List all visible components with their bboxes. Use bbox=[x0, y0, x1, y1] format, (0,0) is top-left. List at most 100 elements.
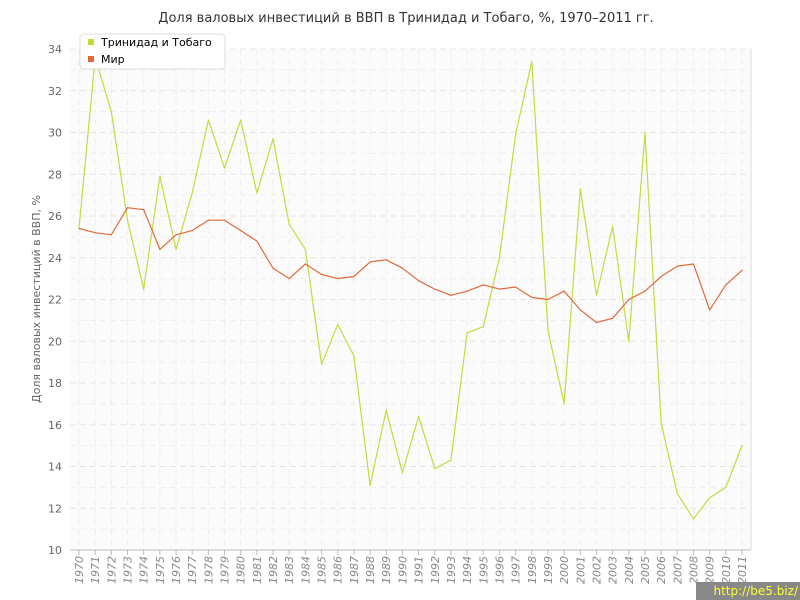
x-tick-label: 1984 bbox=[299, 556, 312, 584]
data-point bbox=[466, 332, 468, 334]
legend: Тринидад и Тобаго Мир bbox=[79, 33, 226, 70]
x-tick-label: 1977 bbox=[186, 556, 199, 584]
data-point bbox=[660, 422, 662, 424]
y-tick-label: 26 bbox=[48, 210, 62, 223]
data-point bbox=[304, 263, 306, 265]
x-tick-label: 2007 bbox=[671, 556, 684, 584]
data-point bbox=[741, 269, 743, 271]
data-point bbox=[515, 133, 517, 136]
data-point bbox=[482, 284, 484, 286]
data-point bbox=[628, 298, 630, 301]
x-tick-label: 1982 bbox=[267, 556, 280, 584]
data-point bbox=[191, 192, 193, 194]
data-point bbox=[385, 409, 387, 411]
x-tick-label: 2002 bbox=[590, 556, 603, 584]
data-point bbox=[126, 219, 129, 221]
data-point bbox=[676, 265, 678, 267]
data-point bbox=[547, 298, 549, 301]
data-point bbox=[353, 355, 355, 357]
data-point bbox=[320, 273, 323, 276]
chart-title: Доля валовых инвестиций в ВВП в Тринидад… bbox=[158, 11, 653, 26]
x-tick-label: 1975 bbox=[154, 556, 167, 584]
x-tick-label: 1976 bbox=[170, 556, 183, 584]
data-point bbox=[272, 267, 274, 269]
data-point bbox=[240, 230, 242, 232]
y-tick-label: 20 bbox=[48, 335, 62, 348]
x-tick-label: 2010 bbox=[720, 556, 733, 584]
x-tick-label: 1992 bbox=[429, 556, 442, 584]
x-tick-label: 1989 bbox=[380, 556, 393, 584]
data-point bbox=[369, 261, 371, 263]
y-tick-label: 18 bbox=[48, 377, 62, 390]
y-tick-label: 24 bbox=[48, 252, 62, 265]
data-point bbox=[110, 234, 112, 236]
x-tick-label: 1990 bbox=[396, 556, 409, 584]
y-tick-label: 28 bbox=[48, 168, 62, 181]
data-point bbox=[725, 486, 727, 488]
data-point bbox=[741, 445, 743, 447]
data-point bbox=[369, 484, 371, 486]
data-point bbox=[207, 219, 209, 221]
data-point bbox=[531, 60, 533, 63]
data-point bbox=[385, 259, 387, 261]
x-tick-label: 1972 bbox=[105, 556, 118, 584]
data-point bbox=[207, 119, 209, 121]
x-tick-label: 1994 bbox=[461, 556, 474, 584]
data-point bbox=[450, 459, 452, 461]
x-tick-label: 1970 bbox=[73, 556, 86, 584]
data-point bbox=[434, 288, 436, 290]
data-point bbox=[595, 294, 598, 296]
data-point bbox=[223, 167, 226, 169]
data-point bbox=[692, 518, 695, 520]
data-point bbox=[547, 330, 549, 332]
data-point bbox=[175, 248, 177, 250]
x-tick-label: 1997 bbox=[510, 556, 523, 584]
y-tick-label: 22 bbox=[48, 294, 62, 307]
data-point bbox=[159, 248, 161, 250]
legend-box bbox=[79, 33, 226, 70]
data-point bbox=[498, 288, 501, 290]
data-point bbox=[563, 403, 565, 405]
legend-label-world: Мир bbox=[101, 53, 125, 66]
data-point bbox=[515, 286, 517, 288]
x-tick-label: 2008 bbox=[687, 556, 700, 584]
data-point bbox=[676, 493, 678, 495]
data-point bbox=[709, 309, 711, 311]
x-tick-label: 1978 bbox=[202, 556, 215, 584]
x-tick-label: 1981 bbox=[251, 556, 264, 584]
x-tick-label: 1998 bbox=[526, 556, 539, 584]
data-point bbox=[725, 284, 727, 286]
data-point bbox=[595, 321, 598, 324]
data-point bbox=[612, 225, 614, 228]
series-line-trinidad bbox=[78, 56, 743, 520]
data-point bbox=[304, 248, 306, 250]
watermark: http://be5.biz/ bbox=[696, 582, 800, 600]
x-tick-label: 1985 bbox=[316, 556, 329, 584]
data-point bbox=[175, 234, 177, 236]
data-point bbox=[288, 223, 290, 225]
data-point bbox=[353, 275, 355, 278]
data-point bbox=[498, 257, 501, 259]
data-point bbox=[240, 119, 242, 121]
y-tick-label: 34 bbox=[48, 43, 62, 56]
data-point bbox=[401, 267, 404, 269]
x-tick-label: 1980 bbox=[235, 556, 248, 584]
data-point bbox=[417, 280, 420, 282]
data-point bbox=[126, 207, 129, 209]
data-point bbox=[320, 363, 323, 365]
x-tick-label: 1991 bbox=[413, 556, 426, 584]
x-tick-label: 2011 bbox=[736, 556, 749, 584]
data-point bbox=[482, 326, 484, 328]
data-point bbox=[256, 192, 258, 194]
y-tick-label: 10 bbox=[48, 544, 62, 557]
data-point bbox=[692, 263, 695, 265]
x-tick-label: 2003 bbox=[607, 556, 620, 584]
data-point bbox=[288, 278, 290, 280]
y-tick-labels: 10 12 14 16 18 20 22 24 26 28 30 32 34 bbox=[48, 43, 62, 557]
data-point bbox=[337, 278, 339, 280]
data-point bbox=[337, 323, 339, 326]
data-point bbox=[143, 209, 145, 211]
legend-label-trinidad: Тринидад и Тобаго bbox=[100, 36, 212, 49]
x-tick-label: 1973 bbox=[122, 556, 135, 584]
